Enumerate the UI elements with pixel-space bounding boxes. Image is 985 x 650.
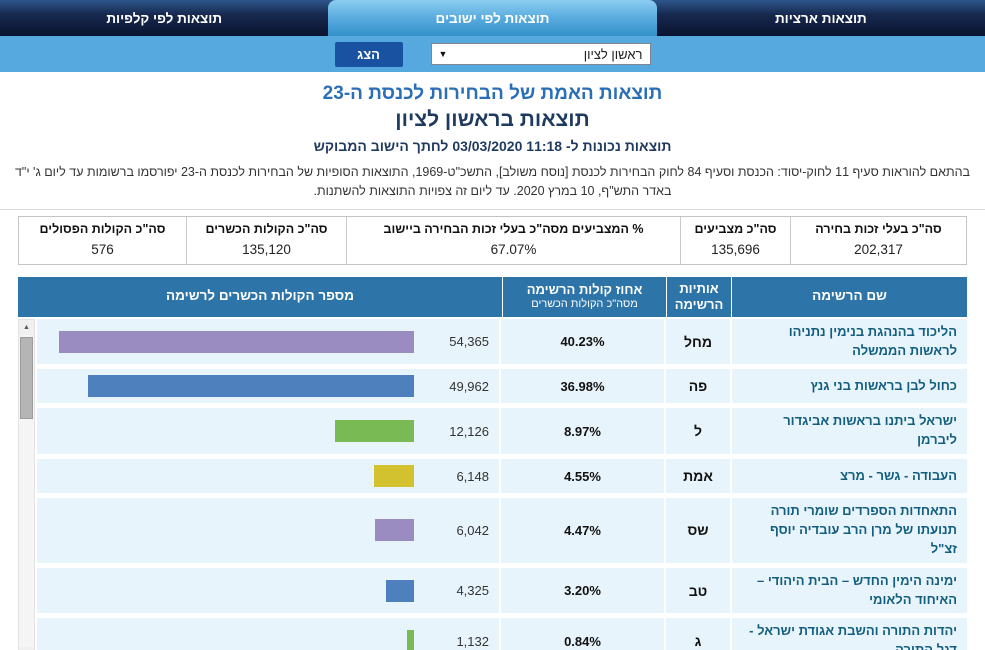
party-percent: 40.23% [501,318,664,365]
party-votes: 6,148 [456,468,489,484]
locality-control-bar: ראשון לציון ▼ הצג [0,36,985,72]
table-row: התאחדות הספרדים שומרי תורה תנועתו של מרן… [37,498,967,563]
party-votes-cell: 1,132 [37,618,499,650]
results-table-header: שם הרשימה אותיות הרשימה אחוז קולות הרשימ… [18,276,967,317]
party-letters: מחל [666,318,730,365]
party-votes: 4,325 [456,583,489,598]
votes-bar [88,375,414,398]
chevron-down-icon: ▼ [438,49,448,59]
party-percent: 4.55% [501,459,664,494]
results-rows: הליכוד בהנהגת בנימין נתניהו לראשות הממשל… [37,318,967,650]
party-name: יהדות התורה והשבת אגודת ישראל - דגל התור… [732,618,967,650]
votes-bar [59,330,414,353]
summary-stats: סה"כ בעלי זכות בחירה 202,317 סה"כ מצביעי… [18,215,967,265]
scrollbar-up-arrow-icon[interactable]: ▲ [19,319,34,335]
locality-select[interactable]: ראשון לציון ▼ [430,43,651,65]
party-votes: 1,132 [456,633,489,649]
locality-title: תוצאות בראשון לציון [395,108,590,131]
show-button[interactable]: הצג [334,41,403,67]
tab-results-by-locality[interactable]: תוצאות לפי ישובים [328,0,657,36]
party-percent: 0.84% [501,618,664,650]
party-percent: 4.47% [501,498,664,563]
header-party-name: שם הרשימה [732,276,967,317]
party-votes: 49,962 [449,378,489,394]
party-name: ימינה הימין החדש – הבית היהודי – האיחוד … [732,567,967,614]
table-row: הליכוד בהנהגת בנימין נתניהו לראשות הממשל… [37,318,967,365]
stat-invalid-votes: סה"כ הקולות הפסולים 576 [39,221,166,257]
stat-eligible-voters: סה"כ בעלי זכות בחירה 202,317 [790,216,966,264]
party-votes: 54,365 [449,334,489,350]
votes-bar [386,579,414,602]
party-name: כחול לבן בראשות בני גנץ [732,369,967,404]
party-letters: ל [666,408,730,455]
table-row: כחול לבן בראשות בני גנץ פה 36.98% 49,962 [37,369,967,404]
updated-timestamp: תוצאות נכונות ל- 11:18 03/03/2020 לחתך ה… [313,138,672,154]
table-row: יהדות התורה והשבת אגודת ישראל - דגל התור… [37,618,967,650]
divider [0,208,985,210]
header-party-letters: אותיות הרשימה [667,276,731,317]
header-vote-percent: אחוז קולות הרשימה מסה"כ הקולות הכשרים [503,276,666,317]
party-percent: 36.98% [501,369,664,404]
party-votes-cell: 54,365 [37,318,499,365]
votes-bar [407,630,414,650]
party-votes-cell: 49,962 [37,369,499,404]
party-votes-cell: 4,325 [37,567,499,614]
header-valid-votes: מספר הקולות הכשרים לרשימה [18,276,502,317]
table-row: ישראל ביתנו בראשות אביגדור ליברמן ל 8.97… [37,408,967,455]
party-letters: שס [666,498,730,563]
legal-disclaimer: בהתאם להוראות סעיף 11 לחוק-יסוד: הכנסת ו… [14,165,971,199]
results-table: שם הרשימה אותיות הרשימה אחוז קולות הרשימ… [18,276,967,650]
locality-select-value: ראשון לציון [583,46,643,62]
stat-valid-votes: סה"כ הקולות הכשרים 135,120 [186,216,346,264]
party-letters: אמת [666,459,730,494]
party-name: התאחדות הספרדים שומרי תורה תנועתו של מרן… [732,498,967,563]
stat-turnout-percent: % המצביעים מסה"כ בעלי זכות הבחירה ביישוב… [346,216,680,264]
party-name: ישראל ביתנו בראשות אביגדור ליברמן [732,408,967,455]
party-letters: פה [666,369,730,404]
party-votes-cell: 6,042 [37,498,499,563]
top-tab-bar: תוצאות ארציות תוצאות לפי ישובים תוצאות ל… [0,0,985,36]
scrollbar-thumb[interactable] [20,336,33,419]
stat-total-voters: סה"כ מצביעים 135,696 [680,216,790,264]
party-name: העבודה - גשר - מרצ [732,459,967,494]
tab-results-by-polling-station[interactable]: תוצאות לפי קלפיות [106,10,223,26]
votes-bar [375,519,414,542]
party-votes: 12,126 [449,423,489,439]
results-table-body: הליכוד בהנהגת בנימין נתניהו לראשות הממשל… [18,318,967,650]
votes-bar [335,420,414,443]
table-row: ימינה הימין החדש – הבית היהודי – האיחוד … [37,567,967,614]
party-votes: 6,042 [456,522,489,538]
party-letters: ג [666,618,730,650]
party-name: הליכוד בהנהגת בנימין נתניהו לראשות הממשל… [732,318,967,365]
tab-national-results[interactable]: תוצאות ארציות [774,10,867,26]
scrollbar-down-arrow-icon[interactable]: ▼ [19,646,34,650]
vertical-scrollbar[interactable]: ▲ ▼ [18,318,35,650]
party-letters: טב [666,567,730,614]
party-percent: 8.97% [501,408,664,455]
party-percent: 3.20% [501,567,664,614]
page-title: תוצאות האמת של הבחירות לכנסת ה-23 [322,83,663,104]
party-votes-cell: 12,126 [37,408,499,455]
table-row: העבודה - גשר - מרצ אמת 4.55% 6,148 [37,459,967,494]
party-votes-cell: 6,148 [37,459,499,494]
votes-bar [374,465,414,488]
